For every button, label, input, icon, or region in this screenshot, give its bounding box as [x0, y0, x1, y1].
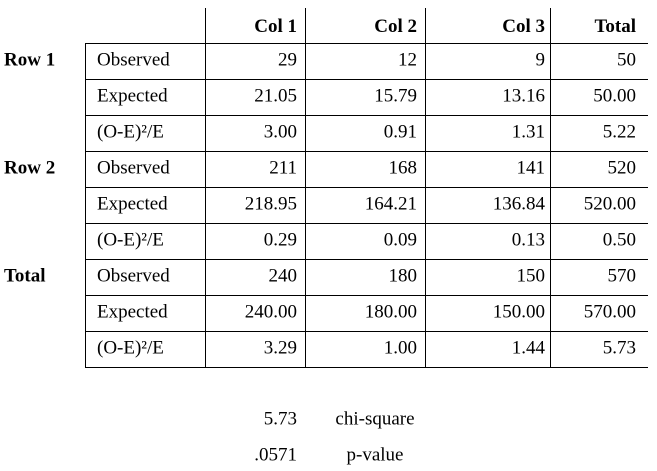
- row-group-label: Row 1: [4, 49, 55, 70]
- cell: 240: [269, 265, 298, 286]
- cell: 180.00: [365, 301, 417, 322]
- cell: 180: [389, 265, 418, 286]
- row-label: (O-E)²/E: [97, 121, 164, 142]
- cell: 150: [517, 265, 546, 286]
- cell: 570: [608, 265, 637, 286]
- cell: 12: [398, 49, 417, 70]
- cell: 0.50: [603, 229, 636, 250]
- cell: 168: [389, 157, 418, 178]
- cell: 3.00: [264, 121, 297, 142]
- cell: 29: [278, 49, 297, 70]
- cell: 240.00: [245, 301, 297, 322]
- cell: 141: [517, 157, 546, 178]
- cell: 15.79: [374, 85, 417, 106]
- column-header: Total: [594, 16, 636, 37]
- cell: 9: [536, 49, 546, 70]
- cell: 570.00: [584, 301, 636, 322]
- cell: 218.95: [245, 193, 297, 214]
- row-label: (O-E)²/E: [97, 337, 164, 358]
- column-header: Col 2: [374, 16, 417, 37]
- column-header: Col 3: [502, 16, 545, 37]
- row-label: Observed: [97, 49, 170, 70]
- cell: 0.29: [264, 229, 297, 250]
- summary-label: chi-square: [335, 408, 414, 429]
- summary-value: .0571: [254, 444, 297, 465]
- cell: 520.00: [584, 193, 636, 214]
- cell: 0.09: [384, 229, 417, 250]
- cell: 5.73: [603, 337, 636, 358]
- cell: 1.31: [512, 121, 545, 142]
- cell: 1.44: [512, 337, 546, 358]
- row-label: (O-E)²/E: [97, 229, 164, 250]
- column-header: Col 1: [254, 16, 297, 37]
- cell: 50.00: [593, 85, 636, 106]
- cell: 0.13: [512, 229, 545, 250]
- row-label: Observed: [97, 157, 170, 178]
- cell: 136.84: [493, 193, 546, 214]
- cell: 520: [608, 157, 637, 178]
- cell: 211: [269, 157, 297, 178]
- cell: 13.16: [502, 85, 545, 106]
- cell: 5.22: [603, 121, 636, 142]
- row-label: Expected: [97, 301, 168, 322]
- row-label: Expected: [97, 193, 168, 214]
- row-group-label: Total: [4, 265, 46, 286]
- cell: 164.21: [365, 193, 417, 214]
- cell: 0.91: [384, 121, 417, 142]
- cell: 21.05: [254, 85, 297, 106]
- summary-value: 5.73: [264, 408, 297, 429]
- row-group-label: Row 2: [4, 157, 55, 178]
- summary-label: p-value: [347, 444, 404, 465]
- cell: 50: [617, 49, 636, 70]
- row-label: Observed: [97, 265, 170, 286]
- cell: 3.29: [264, 337, 297, 358]
- cell: 150.00: [493, 301, 545, 322]
- cell: 1.00: [384, 337, 417, 358]
- row-label: Expected: [97, 85, 168, 106]
